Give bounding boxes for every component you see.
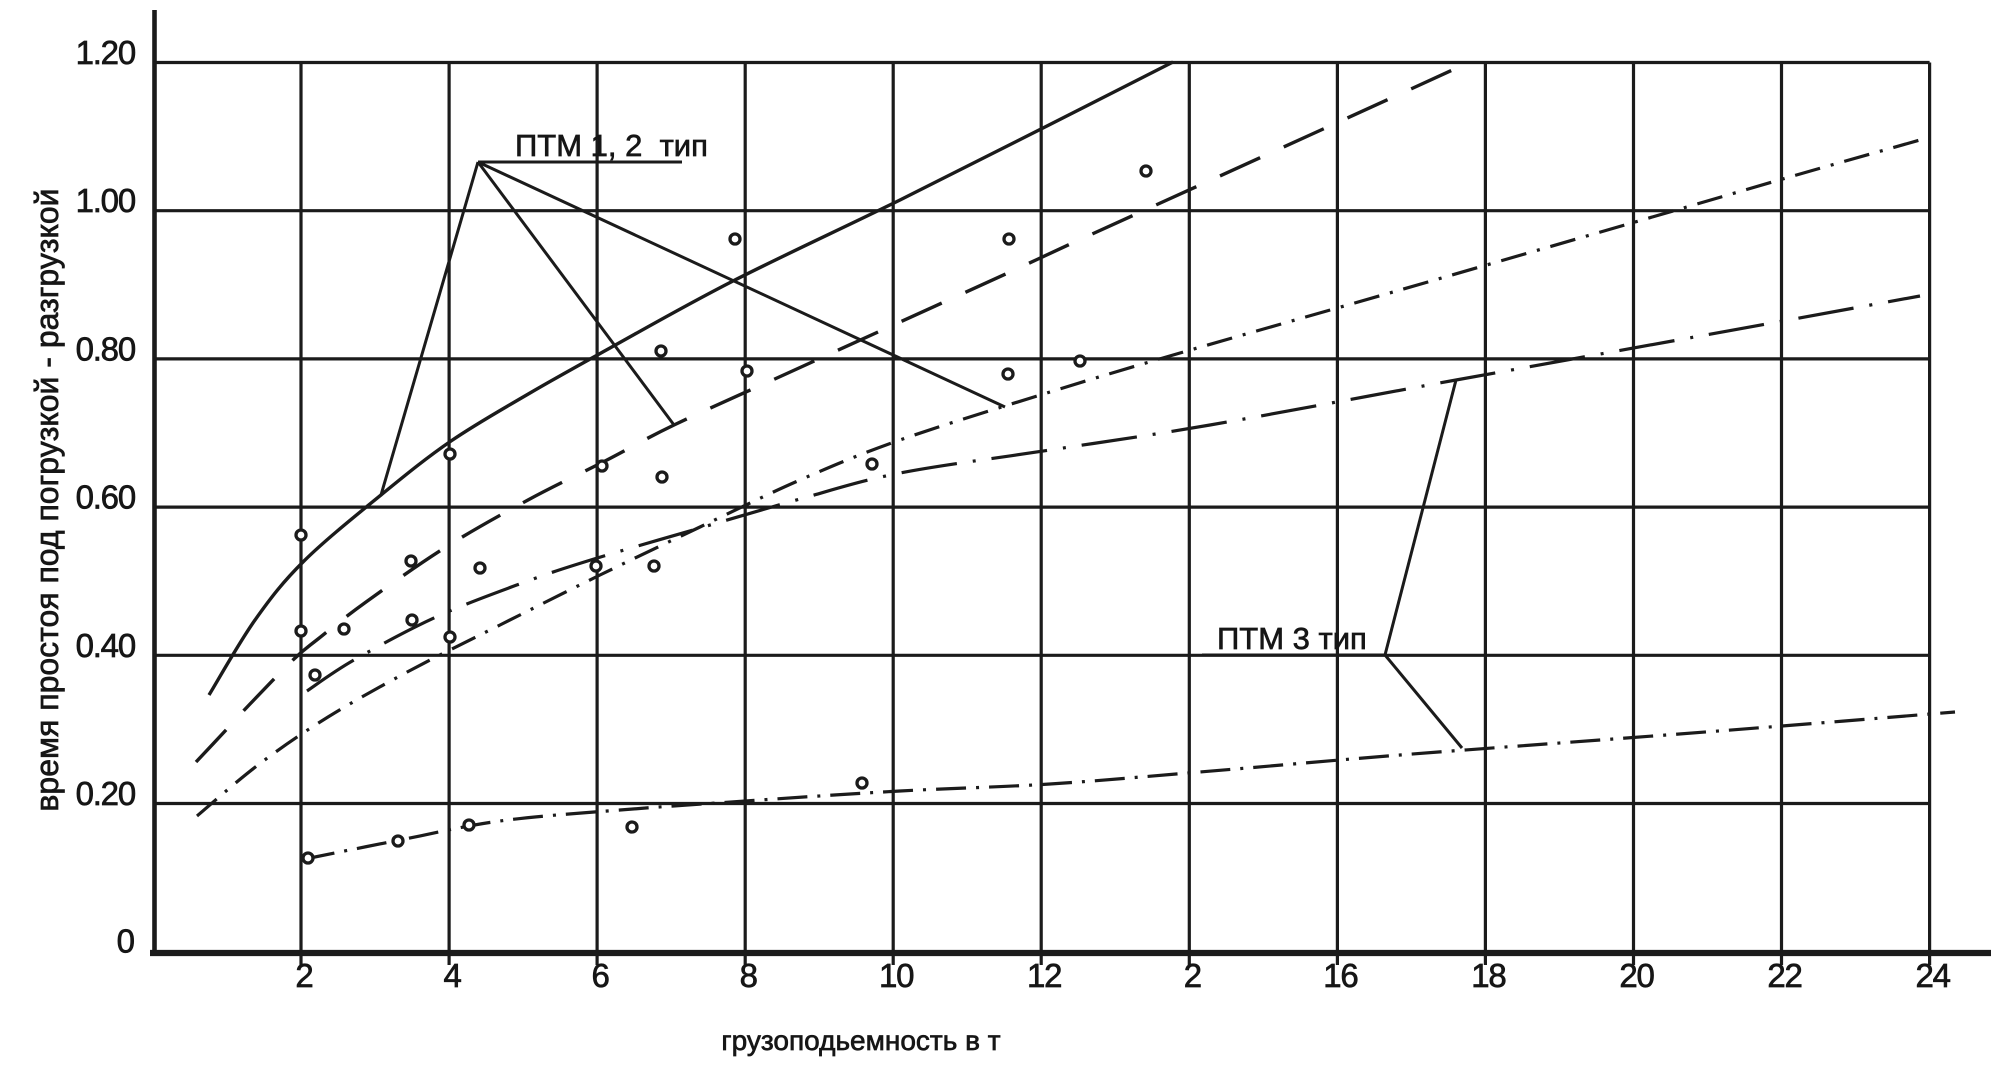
svg-text:0.40: 0.40 [76,627,136,664]
svg-text:6: 6 [592,957,609,994]
svg-text:0.60: 0.60 [76,479,136,516]
svg-text:0.20: 0.20 [76,775,136,812]
svg-text:24: 24 [1915,957,1950,994]
svg-text:12: 12 [1027,957,1061,994]
svg-text:грузоподьемность в т: грузоподьемность в т [721,1025,1000,1056]
svg-text:16: 16 [1323,957,1357,994]
svg-text:время простоя под погрузкой -: время простоя под погрузкой - разгрузкой [29,188,65,811]
svg-text:10: 10 [879,957,914,994]
svg-text:2: 2 [295,957,312,994]
svg-text:1.00: 1.00 [76,182,136,219]
svg-text:18: 18 [1471,957,1505,994]
svg-text:0: 0 [117,923,135,960]
svg-text:ПТМ 3 тип: ПТМ 3 тип [1217,621,1367,656]
svg-text:20: 20 [1619,957,1654,994]
svg-text:1.20: 1.20 [76,34,136,71]
svg-text:2: 2 [1184,957,1201,994]
svg-text:ПТМ 1, 2 тип: ПТМ 1, 2 тип [515,128,708,163]
svg-text:22: 22 [1767,957,1801,994]
svg-text:8: 8 [740,957,757,994]
svg-text:0.80: 0.80 [76,330,136,367]
svg-text:4: 4 [444,957,462,994]
